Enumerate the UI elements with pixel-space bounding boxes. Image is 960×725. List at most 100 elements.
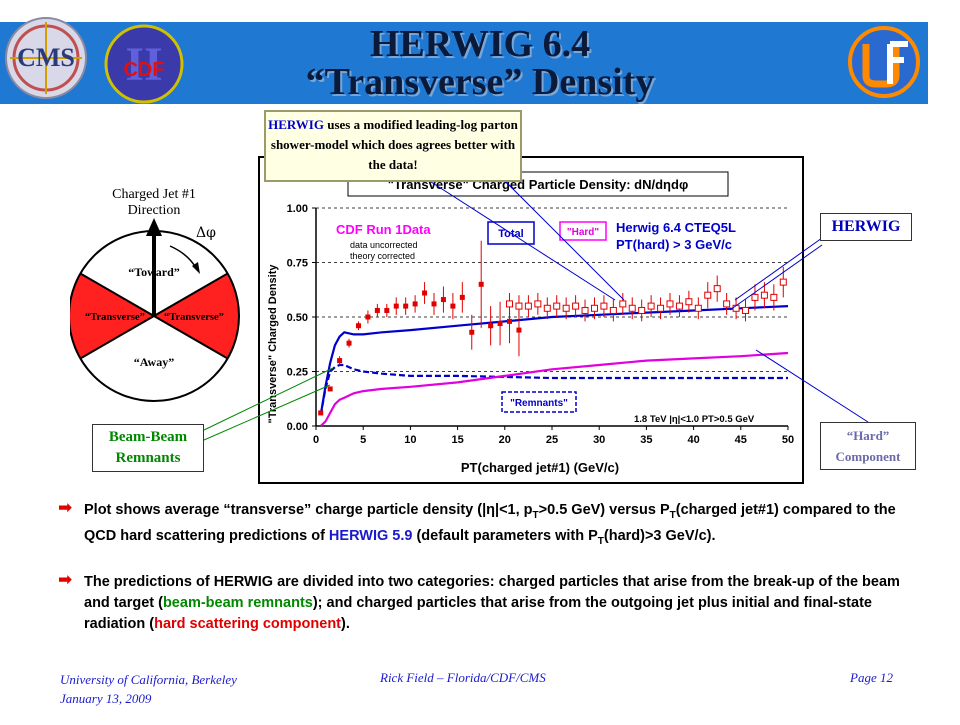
energy-note: 1.8 TeV |η|<1.0 PT>0.5 GeV [634,414,755,425]
data-point [515,302,523,310]
legend-herwig-cut: PT(hard) > 3 GeV/c [616,237,732,252]
footer-institution-line1: University of California, Berkeley [60,672,237,687]
data-point [581,306,589,314]
delta-phi-label: Δφ [196,225,216,241]
x-tick-label: 20 [499,434,511,446]
bullet-1-sub: T [532,509,539,521]
data-point [478,281,484,287]
x-tick-label: 50 [782,434,794,446]
x-tick-label: 25 [546,434,558,446]
data-point [346,340,352,346]
transverse-right-label: “Transverse” [164,312,224,323]
herwig-callout: HERWIG uses a modified leading-log parto… [264,110,522,182]
bullet-1: ➡ Plot shows average “transverse” charge… [58,498,914,552]
cms-logo-text: CMS [17,43,75,72]
y-tick-label: 0.00 [287,421,308,433]
data-point [506,300,514,308]
bullet-1-text: (hard)>3 GeV/c). [603,527,716,544]
hard-curve-label: "Hard" [567,227,600,238]
transverse-left-sector [69,273,154,359]
data-point [507,318,513,324]
bullet-2-text: ); and charged particles that arise from… [84,595,872,632]
bullet-1-text: (charged jet#1) compared to the QCD hard… [84,502,896,544]
data-point [647,302,655,310]
data-point [590,304,598,312]
x-tick-label: 15 [451,434,463,446]
data-point [600,302,608,310]
data-point [327,386,333,392]
x-tick-label: 5 [360,434,366,446]
bullet-2: ➡ The predictions of HERWIG are divided … [58,570,914,635]
transverse-region-diagram: Charged Jet #1 Direction Δφ “Toward” “Tr… [68,176,260,406]
data-point [572,302,580,310]
data-point [469,329,475,335]
callout-herwig-word: HERWIG [268,117,324,132]
axis-layer: 0.00 0.25 0.50 0.75 1.00 0 5 10 15 20 25 30 35 40 45 50 [287,203,795,446]
data-point [685,298,693,306]
y-tick-label: 0.50 [287,312,308,324]
hard-label-line1: “Hard” [846,428,890,443]
data-point [732,304,740,312]
data-point [497,321,503,327]
direction-label-line2: Direction [128,203,181,218]
data-point [337,358,343,364]
beam-label-line2: Remnants [115,450,181,466]
data-point [751,293,759,301]
x-tick-label: 30 [593,434,605,446]
direction-label-line1: Charged Jet #1 [112,187,196,202]
data-point [742,306,750,314]
x-tick-label: 10 [404,434,416,446]
data-point [355,323,361,329]
herwig-label: HERWIG [820,213,912,241]
toward-label: “Toward” [128,265,180,279]
data-point [412,301,418,307]
y-tick-label: 1.00 [287,203,308,215]
data-point [459,294,465,300]
away-label: “Away” [134,355,174,369]
data-point [543,304,551,312]
beam-remnants-label: Beam-Beam Remnants [92,424,204,472]
x-tick-label: 35 [640,434,652,446]
data-point [422,290,428,296]
remnants-label-box [501,391,577,413]
page-title-line1: HERWIG 6.4 [369,23,591,65]
data-point [374,307,380,313]
bullet-2-remnants: beam-beam remnants [162,595,313,611]
x-tick-label: 45 [735,434,747,446]
data-point [365,314,371,320]
remnants-curve-label: "Remnants" [510,398,568,409]
data-point [488,323,494,329]
cdf-logo-roman: II [125,38,162,91]
bullet-1-sub: T [669,509,676,521]
data-point [440,297,446,303]
data-point [628,304,636,312]
bullet-2-text: ). [341,616,350,632]
bullet-1-herwig: HERWIG 5.9 [328,527,413,544]
cms-logo: CMS [2,16,90,100]
x-tick-label: 0 [313,434,319,446]
y-tick-label: 0.25 [287,367,308,379]
hard-component-label: “Hard” Component [820,422,916,470]
uf-logo [846,24,922,100]
data-point [450,303,456,309]
data-point [760,291,768,299]
data-point [384,307,390,313]
y-axis-label: "Transverse" Charged Density [267,264,279,424]
footer-author: Rick Field – Florida/CDF/CMS [380,670,546,685]
transverse-right-sector [154,273,239,359]
data-point [666,300,674,308]
y-tick-label: 0.75 [287,258,308,270]
data-point [704,291,712,299]
curve-remnants [319,363,788,416]
data-point [562,304,570,312]
data-point [694,304,702,312]
data-point [524,302,532,310]
footer-page-number: Page 12 [850,670,893,685]
beam-label-line1: Beam-Beam [108,429,188,445]
bullet-1-text: (default parameters with P [412,527,598,544]
bullet-1-text: Plot shows average “transverse” charge p… [84,502,533,518]
bullet-arrow-icon: ➡ [58,498,73,518]
data-point [638,306,646,314]
bullet-1-text: >0.5 GeV) versus P [538,502,670,518]
data-point [713,285,721,293]
